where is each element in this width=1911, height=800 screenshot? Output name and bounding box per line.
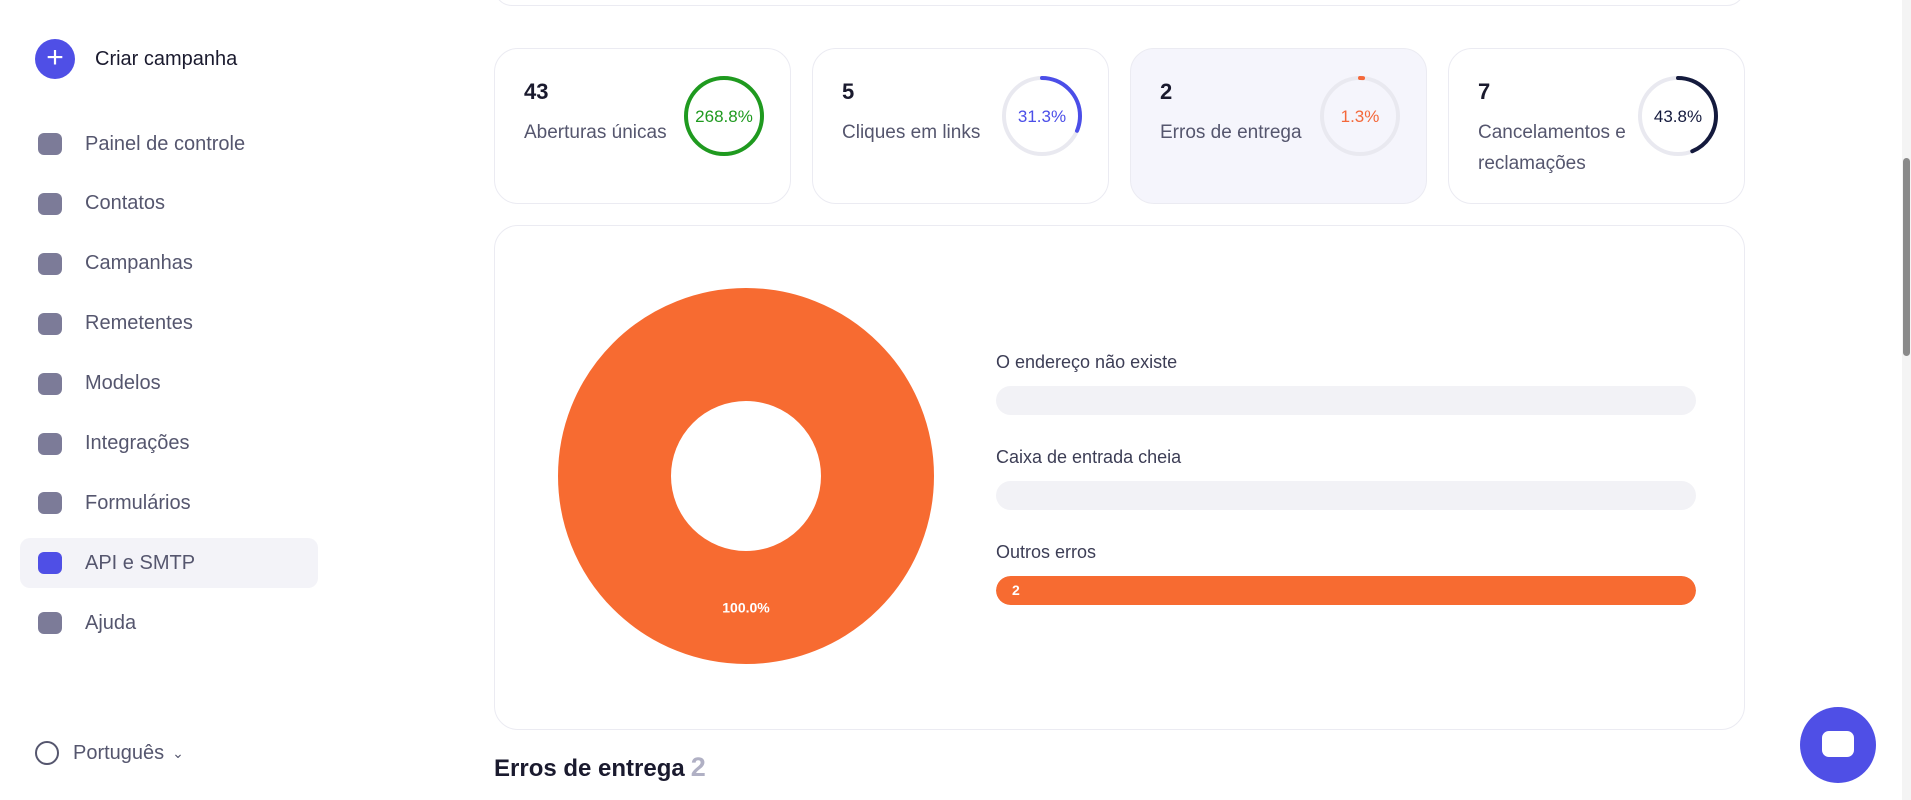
donut-label: 100.0% (722, 600, 770, 616)
error-label: Outros erros (996, 542, 1097, 562)
nav-icon (38, 552, 62, 575)
stat-label: Cliques em links (842, 122, 981, 143)
nav-label: Integrações (85, 432, 190, 454)
create-campaign-button[interactable]: + Criar campanha (35, 39, 237, 79)
ring-label: 43.8% (1654, 107, 1702, 126)
ring-arc (684, 76, 764, 156)
ring-arc (1002, 76, 1082, 156)
nav-item[interactable]: Modelos (20, 359, 318, 409)
ring-label: 1.3% (1341, 107, 1380, 126)
bar: 2 (996, 576, 1696, 605)
section-count: 2 (690, 752, 706, 782)
error-label: O endereço não existe (996, 352, 1178, 372)
top-card (494, 0, 1745, 6)
language-selector[interactable]: Português ⌄ (35, 738, 184, 768)
ring-label: 31.3% (1018, 107, 1066, 126)
scrollbar-track (1902, 0, 1911, 800)
nav-label: Painel de controle (85, 132, 246, 155)
stat-label: Erros de entrega (1160, 122, 1302, 143)
nav-icon (38, 192, 62, 215)
create-campaign-label: Criar campanha (95, 47, 238, 70)
stat-ring: 1.3% (1320, 76, 1400, 156)
nav-icon (38, 372, 62, 395)
nav-label: API e SMTP (85, 551, 196, 574)
stat-card[interactable]: 7 Cancelamentos e reclamações 43.8% (1448, 48, 1745, 204)
stat-ring: 31.3% (1002, 76, 1082, 156)
stat-label: Cancelamentos e reclamações (1478, 122, 1626, 174)
stat-label: Aberturas únicas (524, 122, 667, 143)
ring-arc (1320, 76, 1400, 156)
chevron: ⌄ (172, 744, 184, 761)
language-label: Português (73, 741, 165, 764)
stat-ring: 43.8% (1638, 76, 1718, 156)
nav-item[interactable]: Campanhas (20, 239, 318, 289)
nav-item[interactable]: Ajuda (20, 598, 318, 648)
ring-arc (1638, 76, 1718, 156)
nav-item[interactable]: Remetentes (20, 299, 318, 349)
ring-label: 268.8% (695, 107, 753, 126)
scrollbar-thumb (1903, 158, 1910, 356)
stat-card[interactable]: 5 Cliques em links 31.3% (812, 48, 1109, 204)
nav-item[interactable]: Integrações (20, 419, 318, 469)
stat-value: 2 (1160, 79, 1173, 104)
nav-label: Ajuda (85, 611, 137, 634)
bar-track (996, 386, 1696, 415)
nav-icon (38, 133, 62, 155)
nav-label: Modelos (85, 372, 161, 395)
nav-item[interactable]: Contatos (20, 179, 318, 229)
nav-icon (38, 252, 62, 275)
nav-label: Contatos (85, 192, 166, 215)
stat-card[interactable]: 2 Erros de entrega 1.3% (1130, 48, 1427, 204)
stat-value: 43 (524, 79, 549, 104)
bar-track (996, 481, 1696, 510)
breakdown-card: 100.0% O endereço não existe Caixa de entr… (494, 225, 1745, 730)
nav-label: Remetentes (85, 312, 193, 335)
nav-icon (38, 492, 62, 515)
stat-value: 5 (842, 79, 855, 104)
bar-track: 2 (996, 576, 1696, 605)
stat-card[interactable]: 43 Aberturas únicas 268.8% (494, 48, 791, 204)
section-title: Erros de entrega (494, 755, 685, 782)
stat-value: 7 (1478, 79, 1491, 104)
section-heading: Erros de entrega 2 (494, 752, 706, 783)
nav-label: Campanhas (85, 252, 193, 275)
nav-item[interactable]: Painel de controle (20, 119, 318, 169)
nav-label: Formulários (85, 491, 191, 514)
error-label: Caixa de entrada cheia (996, 447, 1182, 467)
plus-icon: + (35, 39, 75, 79)
donut-slice (558, 288, 934, 664)
bar-value: 2 (1012, 582, 1020, 598)
chat-button[interactable] (1800, 707, 1876, 783)
stat-ring: 268.8% (684, 76, 764, 156)
nav-icon (38, 432, 62, 455)
chat-icon (1822, 731, 1854, 757)
nav-item[interactable]: Formulários (20, 478, 318, 528)
globe-icon (35, 741, 59, 765)
nav-icon (38, 612, 62, 635)
nav-item[interactable]: API e SMTP (20, 538, 318, 589)
nav-icon (38, 312, 62, 335)
donut-chart: 100.0% (558, 288, 934, 664)
